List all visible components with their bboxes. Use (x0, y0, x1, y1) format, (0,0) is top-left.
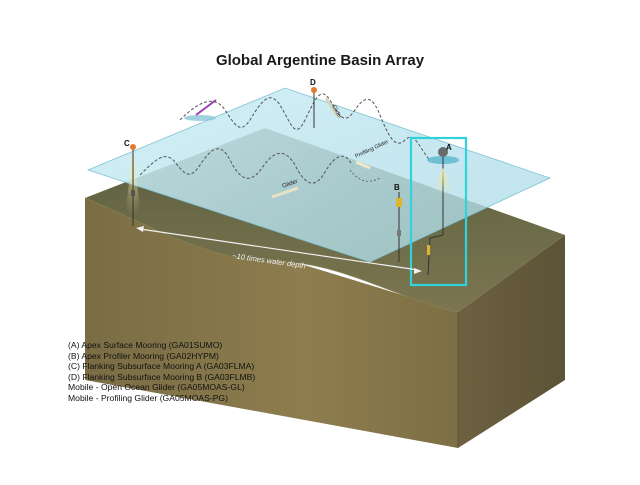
legend: (A) Apex Surface Mooring (GA01SUMO) (B) … (68, 340, 255, 403)
legend-item: (D) Flanking Subsurface Mooring B (GA03F… (68, 371, 256, 382)
sea-surface-plane (86, 87, 552, 263)
site-label-b: B (394, 183, 400, 192)
site-label-d: D (310, 78, 316, 87)
mooring-c: C (124, 139, 141, 226)
legend-item: (B) Apex Profiler Mooring (GA02HYPM) (68, 350, 219, 361)
block-front-face (85, 198, 458, 448)
diagram-title: Global Argentine Basin Array (215, 52, 425, 69)
legend-item: Mobile - Open Ocean Glider (GA05MOAS-GL) (68, 382, 245, 392)
surface-glider (184, 99, 217, 121)
mooring-b: B (394, 183, 402, 262)
block-right-face (458, 235, 565, 448)
mooring-d: D (310, 78, 317, 128)
legend-item: (A) Apex Surface Mooring (GA01SUMO) (68, 340, 223, 350)
site-label-c: C (124, 139, 130, 148)
glider-path-upper (179, 93, 431, 161)
glider-path-lower (139, 148, 353, 184)
seafloor-ridge (84, 197, 459, 313)
legend-item: Mobile - Profiling Glider (GA05MOAS-PG) (68, 392, 228, 403)
site-label-a: A (446, 143, 452, 152)
legend-item: (C) Flanking Subsurface Mooring A (GA03F… (68, 361, 255, 371)
glider-label: Glider (282, 179, 299, 190)
seafloor-glider: Glider (271, 179, 299, 199)
mooring-a: A (427, 143, 459, 276)
apex-highlight-box (409, 136, 468, 287)
